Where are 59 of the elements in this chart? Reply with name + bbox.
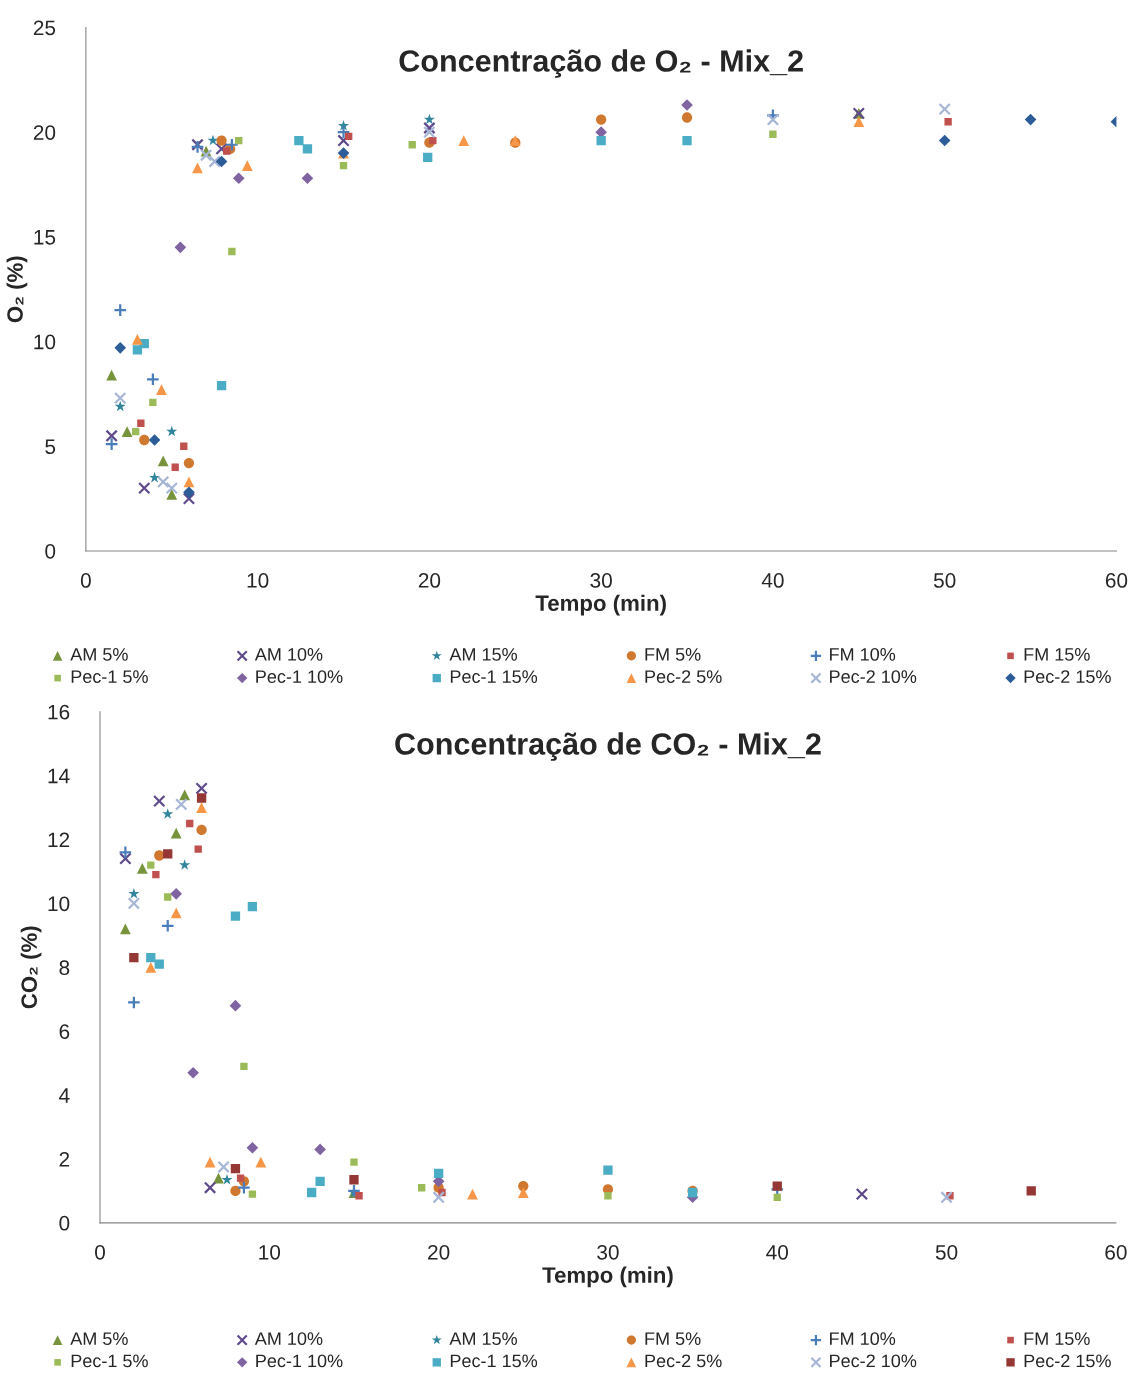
legend-label: Pec-1 5%: [71, 1354, 148, 1368]
legend-label: Pec-1 10%: [256, 1354, 343, 1368]
y-tick-label: 5: [45, 439, 56, 455]
x-tick-label: 30: [590, 573, 612, 588]
legend-label: Pec-1 5%: [71, 670, 148, 684]
legend-label: Pec-2 10%: [830, 1354, 917, 1368]
legend-label: FM 10%: [830, 1332, 896, 1346]
y-tick-label: 10: [48, 896, 70, 912]
legend-label: AM 10%: [254, 1332, 323, 1346]
y-tick-label: 8: [59, 960, 70, 976]
y-axis-title: O₂ (%): [6, 256, 28, 323]
y-tick-label: 10: [34, 334, 56, 350]
y-tick-label: 20: [33, 125, 56, 140]
x-tick-label: 20: [428, 1244, 450, 1260]
legend-label: FM 5%: [645, 1332, 701, 1346]
legend-label: AM 10%: [254, 647, 323, 661]
y-axis-title: CO₂ (%): [20, 926, 42, 1009]
legend-label: FM 15%: [1024, 1332, 1090, 1346]
legend-label: AM 15%: [449, 1332, 517, 1346]
x-tick-label: 40: [766, 1244, 789, 1260]
y-tick-label: 16: [48, 704, 70, 720]
x-tick-label: 40: [761, 573, 784, 588]
legend-label: FM 10%: [830, 647, 896, 661]
legend-label: AM 5%: [70, 1332, 128, 1346]
legend-label: Pec-1 10%: [256, 670, 343, 684]
x-tick-label: 60: [1105, 573, 1128, 588]
x-tick-label: 30: [597, 1244, 619, 1260]
x-tick-label: 10: [259, 1244, 281, 1260]
text: Concentração de O₂ - Mix_2: [399, 49, 803, 78]
y-tick-label: 12: [48, 832, 70, 848]
legend-label: Pec-2 15%: [1024, 670, 1111, 684]
x-tick-label: 60: [1105, 1244, 1127, 1260]
y-tick-label: 15: [34, 230, 56, 245]
legend-label: Pec-2 10%: [830, 670, 917, 684]
legend-label: Pec-1 15%: [450, 1354, 538, 1368]
x-tick-label: 0: [95, 1244, 105, 1260]
y-tick-label: 0: [45, 543, 56, 559]
legend-label: AM 15%: [449, 648, 517, 661]
legend-label: Pec-1 15%: [450, 670, 538, 684]
x-tick-label: 50: [933, 573, 956, 588]
x-axis-title: Tempo (min): [535, 594, 666, 616]
y-tick-label: 14: [48, 768, 70, 784]
legend-label: AM 5%: [70, 648, 128, 661]
x-tick-label: 20: [418, 573, 441, 588]
y-tick-label: 25: [33, 20, 56, 36]
legend-label: FM 15%: [1024, 648, 1090, 661]
legend-label: Pec-2 5%: [645, 670, 722, 684]
x-tick-label: 50: [935, 1244, 958, 1260]
y-tick-label: 0: [59, 1215, 70, 1231]
legend-label: FM 5%: [645, 648, 701, 661]
y-tick-label: 6: [59, 1024, 70, 1039]
legend-label: Pec-2 5%: [645, 1354, 722, 1368]
x-tick-label: 0: [80, 573, 91, 588]
x-axis-title: Tempo (min): [542, 1266, 673, 1288]
x-tick-label: 10: [247, 573, 269, 588]
legend-label: Pec-2 15%: [1024, 1354, 1111, 1368]
y-tick-label: 4: [59, 1088, 70, 1103]
text: Concentração de CO₂ - Mix_2: [395, 732, 821, 761]
y-tick-label: 2: [59, 1151, 70, 1167]
